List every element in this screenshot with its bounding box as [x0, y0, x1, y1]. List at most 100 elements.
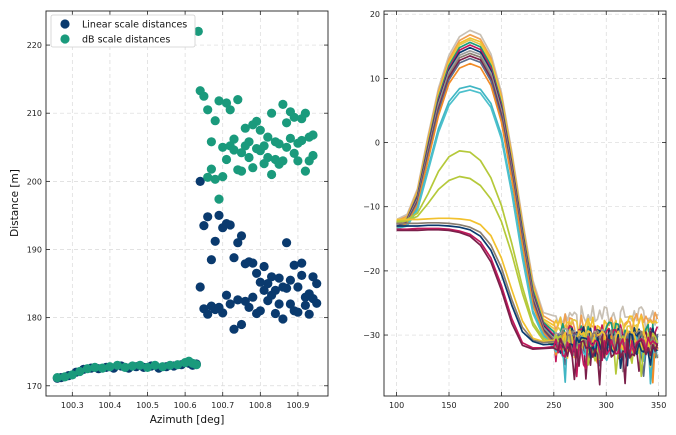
- linear-distance-point: [236, 231, 247, 241]
- legend: Linear scale distances dB scale distance…: [50, 14, 196, 48]
- db-distance-point: [308, 130, 318, 140]
- linear-distance-point: [195, 176, 205, 186]
- linear-distance-point: [252, 268, 262, 278]
- db-distance-point: [225, 105, 235, 115]
- db-distance-point: [75, 366, 85, 377]
- line-y-tick-label: 0: [375, 139, 380, 148]
- line-x-tick-label: 100: [389, 401, 404, 410]
- db-distance-point: [221, 98, 232, 108]
- db-distance-point: [127, 361, 138, 371]
- line-frame: [383, 10, 667, 397]
- line-y-tick-label: −30: [363, 331, 380, 340]
- linear-distance-point: [203, 309, 213, 319]
- line-series: [396, 29, 659, 386]
- linear-distance-point: [218, 308, 228, 318]
- line-x-tick-label: 350: [651, 401, 666, 410]
- linear-distance-point: [233, 238, 243, 248]
- scatter-panel: 100.3 100.4 100.5 100.6 100.7 100.8 100.9 170 18…: [9, 10, 329, 426]
- db-distance-point: [165, 360, 175, 370]
- legend-label-db: dB scale distances: [82, 35, 170, 46]
- db-distance-point: [218, 142, 228, 152]
- db-distance-point: [300, 166, 310, 176]
- db-distance-point: [206, 137, 216, 147]
- db-distance-point: [52, 373, 62, 383]
- scatter-y-tick-label: 170: [27, 382, 42, 391]
- line-y-tick-label: −10: [363, 203, 380, 212]
- linear-distance-point: [312, 298, 322, 308]
- scatter-y-tick-label: 200: [27, 177, 42, 186]
- linear-distance-point: [225, 299, 235, 309]
- line-series-c1: [396, 29, 659, 352]
- db-distance-point: [300, 108, 310, 118]
- linear-distance-point: [210, 236, 220, 246]
- line-series-c18: [396, 221, 659, 359]
- scatter-frame: [45, 10, 329, 397]
- linear-distance-point: [297, 258, 307, 268]
- legend-marker-db: [60, 34, 70, 44]
- scatter-x-tick-label: 100.3: [61, 401, 84, 410]
- line-y-tick-label: −20: [363, 267, 380, 276]
- db-distance-point: [120, 362, 130, 372]
- line-y-tick-label: 10: [370, 74, 380, 83]
- linear-distance-point: [278, 314, 288, 324]
- linear-distance-point: [304, 309, 314, 319]
- db-distance-point: [214, 194, 224, 204]
- db-distance-point: [244, 152, 254, 163]
- linear-distance-point: [293, 307, 303, 317]
- db-distance-point: [97, 363, 107, 373]
- linear-distance-point: [308, 272, 318, 282]
- linear-distance-point: [248, 258, 258, 268]
- db-distance-point: [248, 163, 258, 173]
- scatter-y-axis-label: Distance [m]: [9, 169, 21, 237]
- db-distance-point: [191, 360, 201, 370]
- db-distance-point: [229, 134, 239, 144]
- db-distance-point: [263, 132, 273, 142]
- line-series-c21: [396, 228, 659, 386]
- linear-distance-point: [244, 302, 254, 312]
- db-distance-point: [135, 360, 145, 370]
- scatter-y-tick-label: 180: [27, 314, 42, 323]
- db-distance-point: [218, 172, 228, 182]
- db-distance-point: [221, 154, 232, 165]
- db-distance-point: [193, 26, 203, 36]
- line-x-tick-label: 250: [546, 401, 561, 410]
- linear-distance-point: [236, 319, 247, 330]
- linear-distance-point: [285, 299, 295, 309]
- db-distance-point: [173, 360, 183, 370]
- linear-distance-point: [282, 238, 292, 248]
- scatter-x-tick-label: 100.6: [174, 401, 197, 410]
- db-distance-point: [267, 108, 277, 118]
- db-distance-point: [293, 156, 303, 166]
- linear-distance-point: [206, 255, 216, 265]
- db-distance-point: [274, 139, 284, 149]
- scatter-x-tick-label: 100.4: [98, 401, 121, 410]
- linear-distance-point: [259, 261, 269, 272]
- linear-distance-point: [274, 299, 284, 309]
- linear-distance-point: [263, 279, 273, 289]
- db-distance-point: [158, 362, 168, 372]
- legend-box: [50, 14, 196, 48]
- db-distance-point: [263, 152, 273, 163]
- linear-distance-point: [270, 308, 280, 319]
- linear-distance-point: [199, 221, 209, 231]
- db-distance-point: [236, 166, 247, 176]
- linear-distance-point: [282, 283, 292, 293]
- scatter-ticks: 100.3 100.4 100.5 100.6 100.7 100.8 100.9 170 18…: [27, 11, 328, 410]
- linear-distance-point: [274, 273, 284, 283]
- scatter-y-tick-label: 220: [27, 41, 42, 50]
- scatter-points: [52, 26, 322, 383]
- db-distance-point: [297, 135, 307, 146]
- db-distance-point: [282, 118, 292, 128]
- db-distance-point: [112, 360, 122, 370]
- db-distance-point: [105, 362, 115, 372]
- linear-distance-point: [297, 270, 307, 280]
- db-distance-point: [255, 125, 265, 135]
- db-distance-point: [244, 137, 254, 147]
- linear-distance-point: [214, 210, 224, 220]
- db-distance-point: [278, 156, 288, 166]
- linear-distance-point: [203, 212, 213, 222]
- line-series-c16: [396, 175, 658, 366]
- db-distance-point: [67, 370, 77, 380]
- linear-distance-point: [267, 272, 277, 282]
